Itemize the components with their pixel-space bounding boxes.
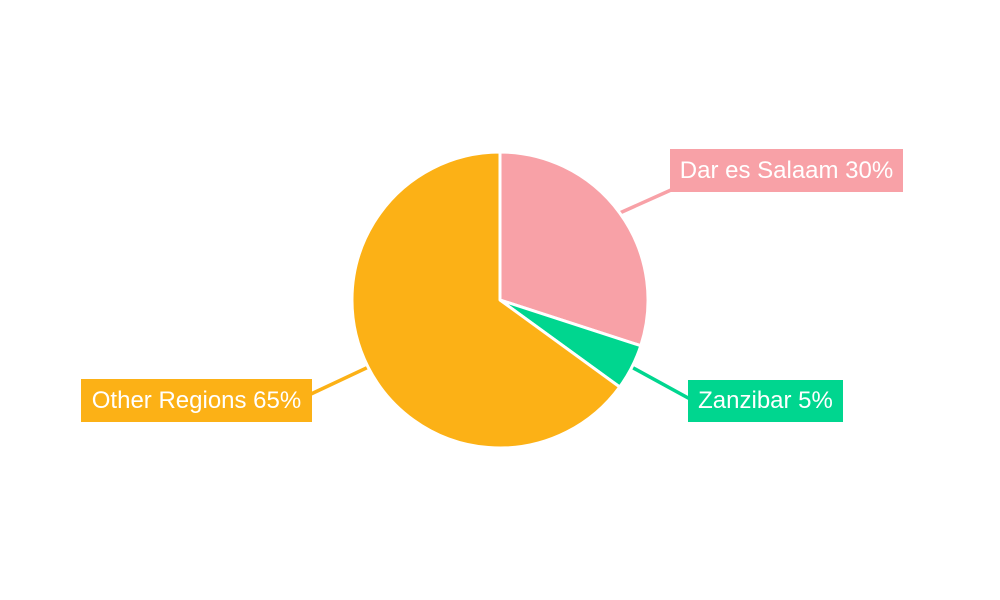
label-zanzibar[interactable]: Zanzibar 5% — [688, 380, 843, 422]
pie-slice-other-regions[interactable] — [350, 150, 622, 450]
leader-line-dar-es-salaam — [617, 188, 673, 215]
label-dar-es-salaam[interactable]: Dar es Salaam 30% — [670, 149, 903, 192]
leader-line-zanzibar — [630, 365, 692, 401]
pie-slice-dar-es-salaam[interactable] — [498, 150, 650, 348]
leader-line-other-regions — [309, 365, 370, 396]
label-other-regions[interactable]: Other Regions 65% — [81, 379, 312, 422]
